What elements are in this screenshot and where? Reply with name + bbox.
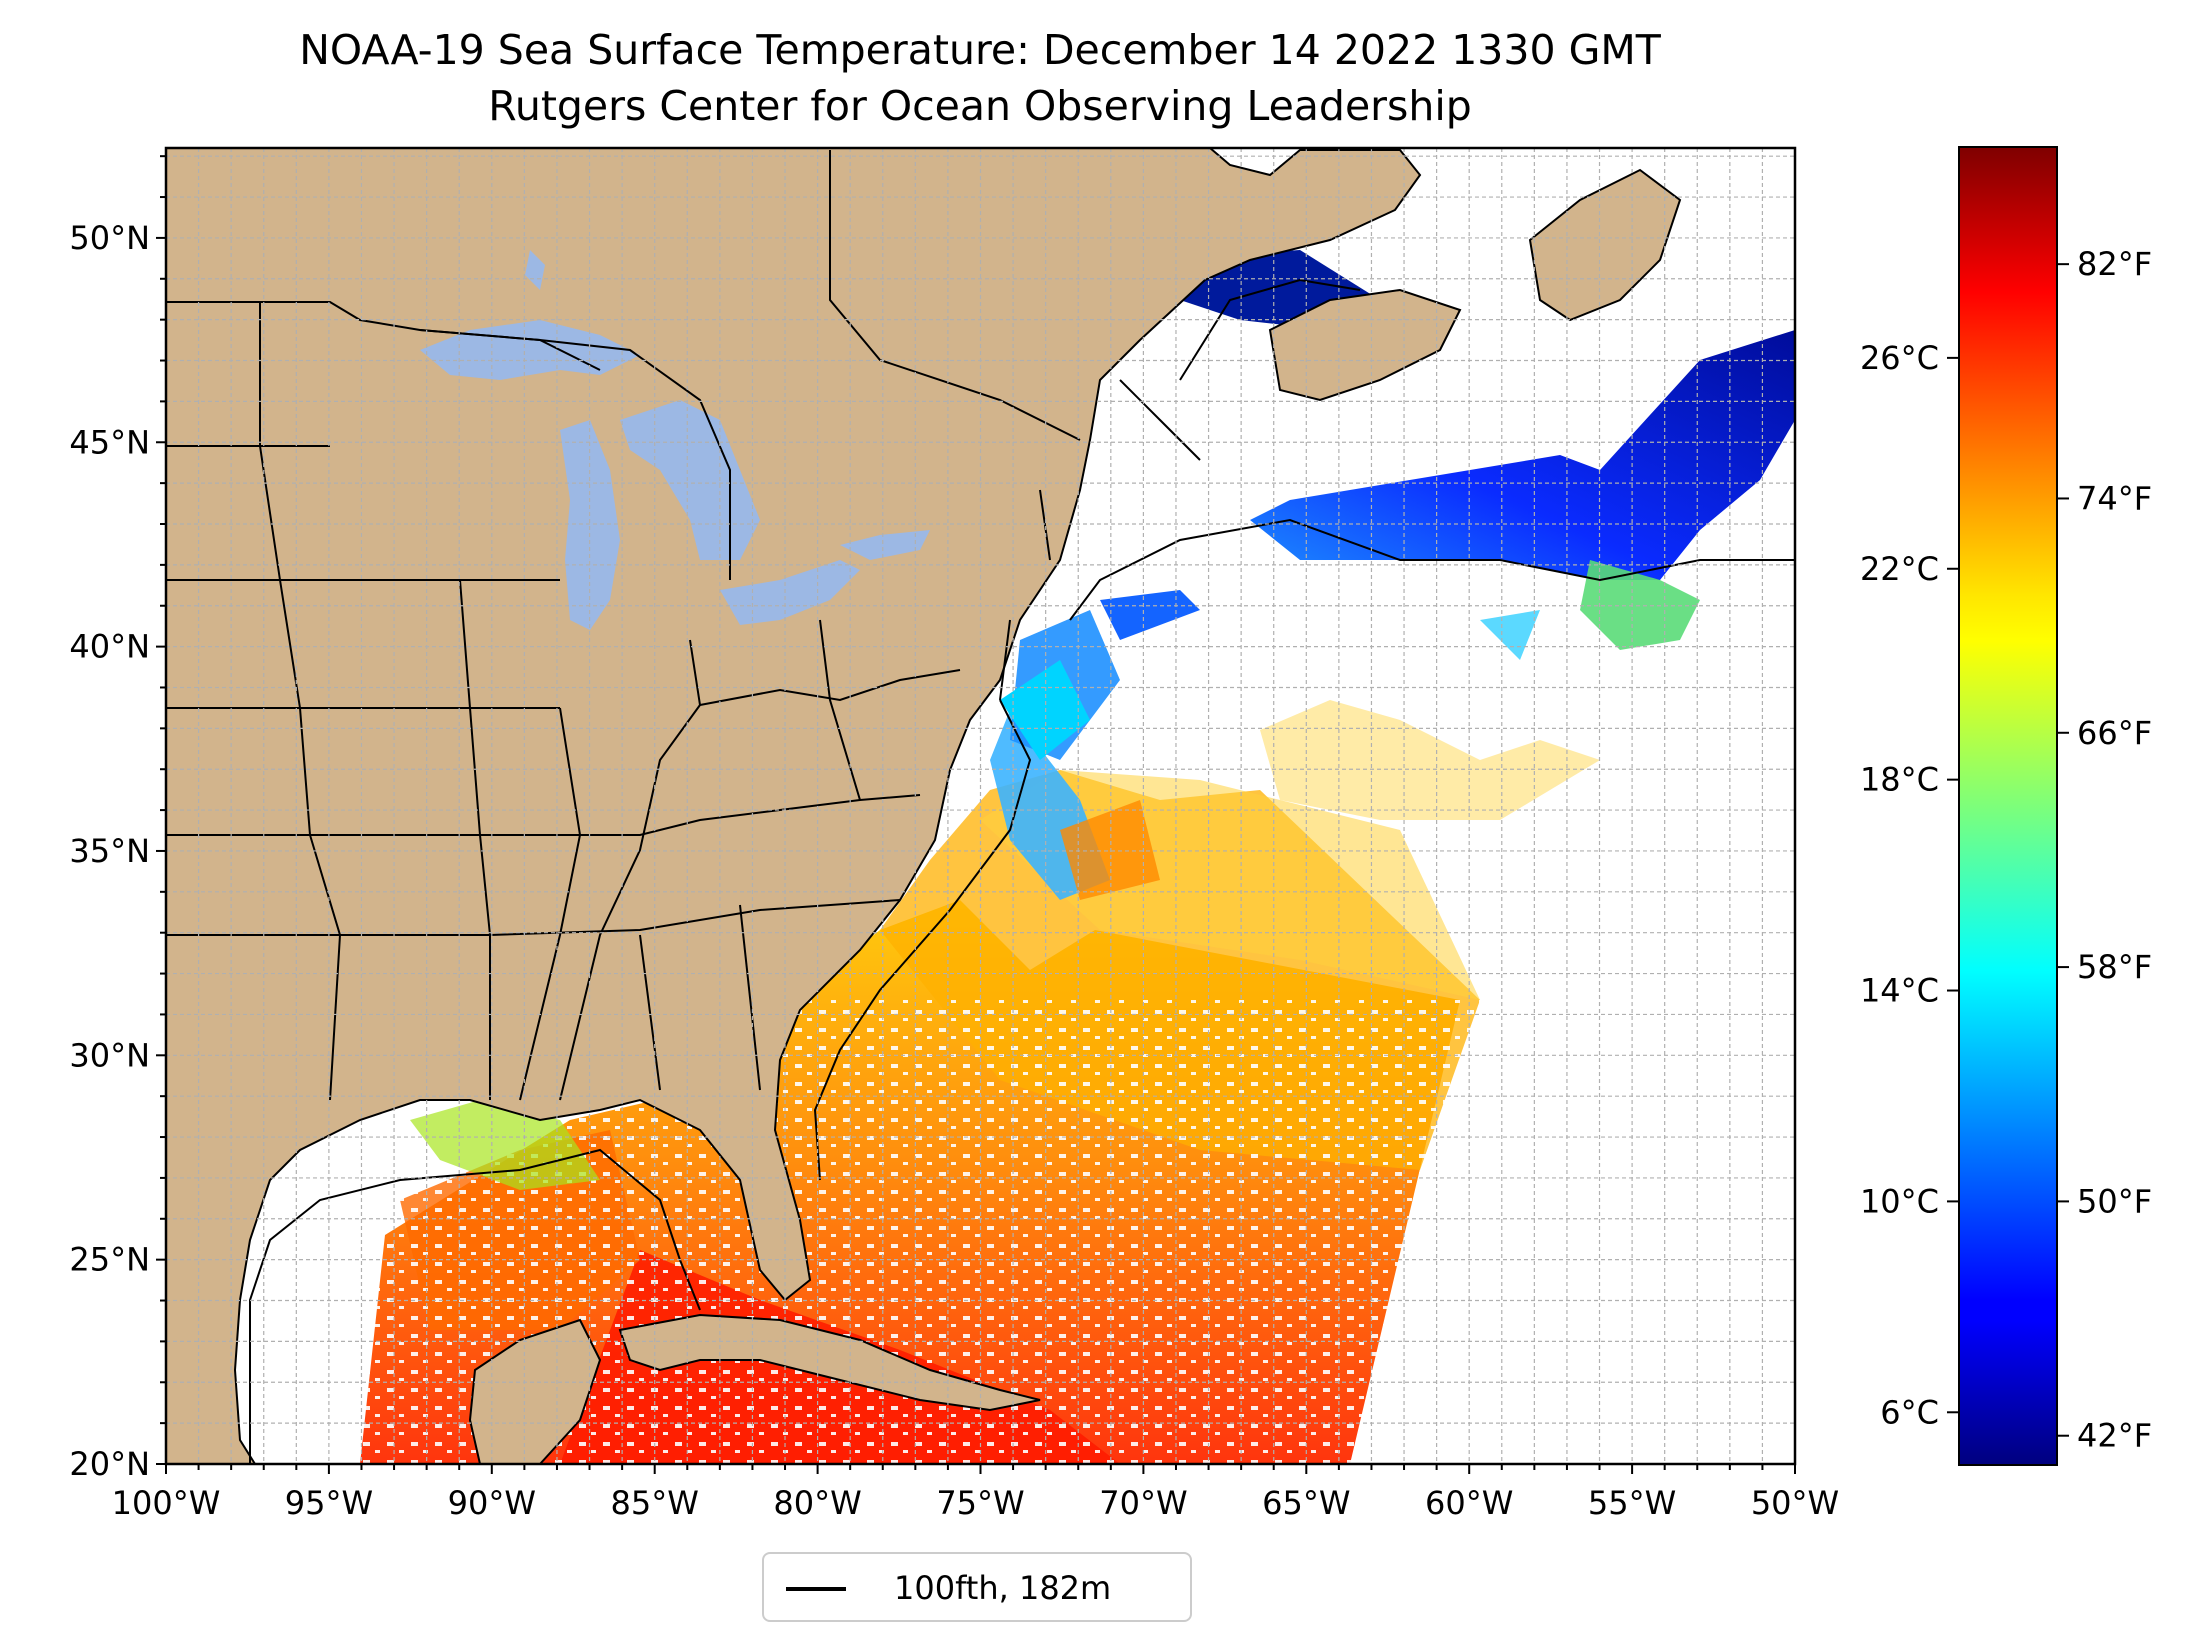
lat-tick-label: 25°N — [69, 1241, 150, 1279]
lat-tick-label: 35°N — [69, 832, 150, 870]
map-subtitle: Rutgers Center for Ocean Observing Leade… — [488, 82, 1472, 130]
celsius-tick-label: 14°C — [1860, 972, 1939, 1010]
lon-tick-label: 60°W — [1425, 1484, 1513, 1522]
graticule-grid — [166, 148, 1795, 1464]
fahrenheit-tick-label: 66°F — [2077, 714, 2152, 752]
longitude-axis: 100°W 95°W 90°W 85°W 80°W 75°W 70°W 65°W 60°W 55°… — [112, 1464, 1839, 1522]
celsius-tick-label: 18°C — [1860, 761, 1939, 799]
lon-tick-label: 55°W — [1588, 1484, 1676, 1522]
legend-label: 100fth, 182m — [894, 1569, 1112, 1607]
legend: 100fth, 182m — [762, 1552, 1192, 1622]
lon-tick-label: 50°W — [1751, 1484, 1839, 1522]
map-title: NOAA-19 Sea Surface Temperature: Decembe… — [299, 26, 1661, 74]
fahrenheit-tick-label: 74°F — [2077, 479, 2152, 517]
fahrenheit-tick-label: 50°F — [2077, 1182, 2152, 1220]
fahrenheit-tick-label: 82°F — [2077, 245, 2152, 283]
celsius-tick-label: 10°C — [1860, 1182, 1939, 1220]
lon-tick-label: 70°W — [1099, 1484, 1187, 1522]
lat-tick-label: 30°N — [69, 1036, 150, 1074]
colorbar-fahrenheit-axis: 82°F 74°F 66°F 58°F 50°F 42°F — [2057, 245, 2152, 1455]
celsius-tick-label: 26°C — [1860, 339, 1939, 377]
lat-tick-label: 20°N — [69, 1445, 150, 1483]
lon-tick-label: 90°W — [448, 1484, 536, 1522]
lon-tick-label: 100°W — [112, 1484, 221, 1522]
lat-tick-label: 50°N — [69, 219, 150, 257]
colorbar — [1958, 146, 2058, 1466]
colorbar-celsius-axis: 26°C 22°C 18°C 14°C 10°C 6°C — [1860, 339, 1959, 1431]
latitude-axis: 50°N 45°N 40°N 35°N 30°N 25°N 20°N — [69, 155, 166, 1483]
lon-tick-label: 80°W — [773, 1484, 861, 1522]
political-borders — [166, 150, 1201, 1101]
lat-tick-label: 40°N — [69, 628, 150, 666]
lon-tick-label: 85°W — [611, 1484, 699, 1522]
lon-tick-label: 65°W — [1262, 1484, 1350, 1522]
celsius-tick-label: 6°C — [1880, 1393, 1939, 1431]
lon-tick-label: 75°W — [936, 1484, 1024, 1522]
land — [166, 148, 1682, 1464]
celsius-tick-label: 22°C — [1860, 550, 1939, 588]
lon-tick-label: 95°W — [285, 1484, 373, 1522]
lat-tick-label: 45°N — [69, 423, 150, 461]
fahrenheit-tick-label: 58°F — [2077, 948, 2152, 986]
fahrenheit-tick-label: 42°F — [2077, 1417, 2152, 1455]
legend-isobath-line — [786, 1587, 846, 1591]
